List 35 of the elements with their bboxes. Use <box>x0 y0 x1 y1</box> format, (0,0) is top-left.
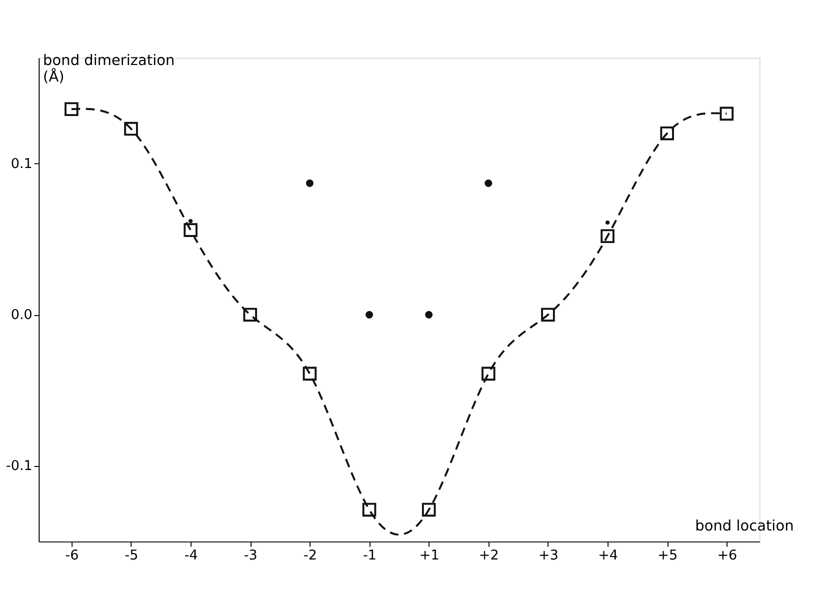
y-tick-label: 0.1 <box>10 156 32 172</box>
point <box>660 126 674 140</box>
point <box>124 122 138 136</box>
x-tick-label: -6 <box>65 547 79 564</box>
point <box>482 366 496 381</box>
x-tick-label: -2 <box>303 547 317 564</box>
point <box>302 366 317 381</box>
point <box>720 106 734 121</box>
x-tick-label: +6 <box>717 547 738 564</box>
x-axis-title: bond location <box>695 518 794 534</box>
y-tick-label: 0.0 <box>10 307 32 324</box>
x-tick-label: -1 <box>363 547 377 564</box>
y-tick-label: -0.1 <box>6 458 32 474</box>
x-tick-label: -3 <box>244 547 258 564</box>
point <box>541 308 555 322</box>
y-axis-title: bond dimerization (Å) <box>43 53 175 86</box>
point <box>243 308 258 322</box>
point <box>362 502 376 517</box>
point <box>184 223 198 237</box>
x-tick-label: +1 <box>419 547 440 564</box>
point <box>64 102 78 116</box>
x-tick-label: +5 <box>658 547 678 564</box>
point <box>366 310 374 318</box>
point <box>600 229 614 244</box>
point <box>484 179 492 187</box>
x-tick-label: +3 <box>538 547 558 564</box>
point <box>425 310 433 318</box>
x-tick-label: -5 <box>124 547 138 564</box>
point <box>188 218 193 224</box>
x-tick-label: +2 <box>478 547 499 564</box>
point <box>606 220 610 225</box>
x-tick-label: +4 <box>598 547 618 564</box>
point <box>306 179 314 187</box>
point <box>422 502 436 517</box>
x-tick-label: -4 <box>184 547 198 564</box>
